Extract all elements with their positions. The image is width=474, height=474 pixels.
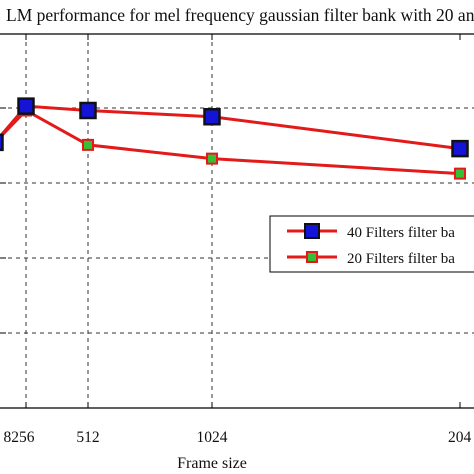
legend-marker-40-filters [304,223,320,239]
data-point-20-filters [454,167,466,180]
chart-title: LM performance for mel frequency gaussia… [6,5,474,25]
x-tick-label: 512 [76,429,99,446]
data-point-20-filters [206,152,218,165]
x-axis-label: Frame size [177,455,247,472]
data-point-40-filters [203,108,221,126]
data-point-40-filters [79,101,97,120]
data-point-40-filters [0,133,4,152]
data-point-20-filters [82,138,94,151]
legend: 40 Filters filter ba 20 Filters filter b… [269,215,474,273]
series-layer [0,97,469,180]
data-point-40-filters [17,97,35,115]
legend-label-20-filters: 20 Filters filter ba [347,251,455,267]
data-point-40-filters [451,139,469,158]
x-tick-labels: 8256 512 1024 204 [4,429,472,446]
x-tick-label: 1024 [197,429,228,446]
x-tick-label: 8256 [4,429,35,446]
axis-ticks [0,34,461,408]
legend-label-40-filters: 40 Filters filter ba [347,225,455,241]
legend-marker-20-filters [306,251,318,263]
x-tick-label: 204 [448,429,472,446]
